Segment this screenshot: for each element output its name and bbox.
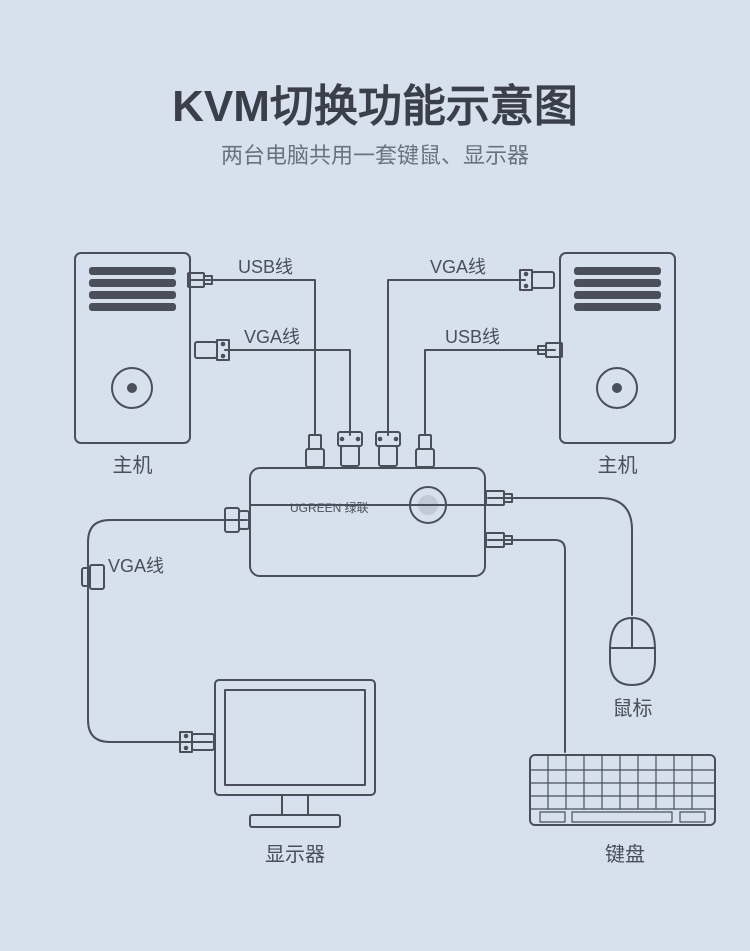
cable-label-vga-monitor: VGA线 [108, 552, 164, 578]
cable-mouse [486, 491, 632, 615]
label-host-right: 主机 [575, 449, 660, 478]
svg-text:UGREEN 绿联: UGREEN 绿联 [290, 500, 369, 515]
cable-label-usb-right: USB线 [445, 323, 500, 349]
page-title: KVM切换功能示意图 [0, 70, 750, 134]
cable-vga-left [195, 340, 362, 466]
mouse-icon [610, 618, 655, 685]
cable-label-vga-right: VGA线 [430, 253, 486, 279]
cable-vga-monitor [82, 508, 249, 752]
label-monitor: 显示器 [245, 838, 345, 867]
cable-vga-right [376, 270, 554, 466]
kvm-switch-icon: UGREEN 绿联 [250, 468, 485, 576]
cable-usb-left [188, 273, 324, 467]
label-keyboard: 键盘 [585, 838, 665, 867]
label-mouse: 鼠标 [595, 692, 670, 721]
label-host-left: 主机 [90, 449, 175, 478]
host-left-icon [75, 253, 190, 443]
host-right-icon [560, 253, 675, 443]
cable-keyboard [486, 533, 565, 752]
monitor-icon [215, 680, 375, 827]
cable-usb-right [416, 343, 562, 467]
cable-label-vga-left: VGA线 [244, 323, 300, 349]
keyboard-icon [530, 755, 715, 825]
cable-label-usb-left: USB线 [238, 253, 293, 279]
page-subtitle: 两台电脑共用一套键鼠、显示器 [0, 138, 750, 170]
